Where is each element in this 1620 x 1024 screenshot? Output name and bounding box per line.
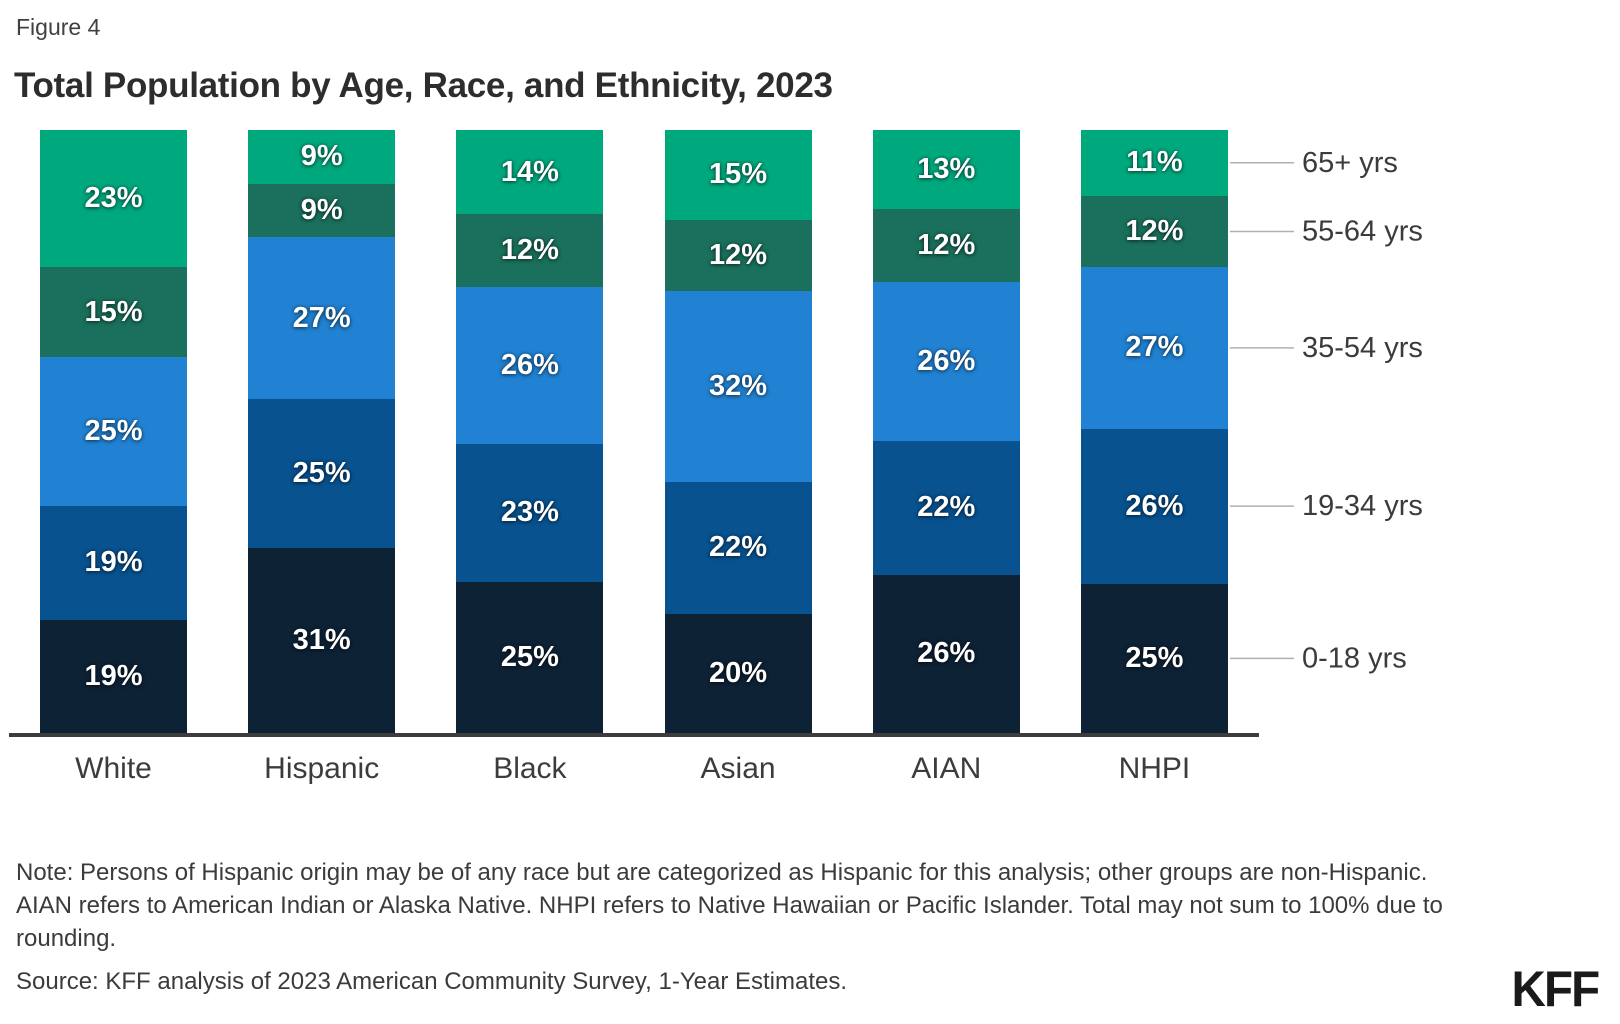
x-label-asian: Asian: [700, 752, 776, 785]
legend-label: 35-54 yrs: [1302, 332, 1423, 364]
segment-value-label: 26%: [500, 348, 559, 381]
x-axis-line: [9, 733, 1259, 737]
x-label-aian: AIAN: [911, 752, 982, 785]
source-text: Source: KFF analysis of 2023 American Co…: [16, 968, 848, 995]
segment-value-label: 25%: [500, 641, 559, 674]
bar-segment: 9%: [248, 130, 396, 184]
segment-value-label: 22%: [917, 491, 976, 524]
segment-value-label: 27%: [1125, 331, 1184, 364]
legend-label: 55-64 yrs: [1302, 216, 1423, 248]
bar-segment: 27%: [1080, 267, 1228, 429]
x-label-white: White: [75, 752, 152, 785]
legend-label: 19-34 yrs: [1302, 490, 1423, 522]
segment-value-label: 26%: [917, 344, 976, 377]
bar-segment: 32%: [664, 291, 812, 483]
x-label-nhpi: NHPI: [1118, 752, 1191, 785]
chart-title: Total Population by Age, Race, and Ethni…: [14, 66, 833, 105]
segment-value-label: 15%: [709, 158, 768, 191]
legend-label: 0-18 yrs: [1302, 642, 1407, 674]
bar-segment: 25%: [248, 398, 396, 548]
segment-value-label: 25%: [84, 415, 143, 447]
bar-aian: 26% 22% 26% 12% 13%: [872, 130, 1020, 733]
age-group-legend: 65+ yrs 55-64 yrs 35-54 yrs 19-34 yrs 0-18 y…: [1230, 147, 1423, 674]
bar-segment: 12%: [872, 209, 1020, 283]
segment-value-label: 11%: [1126, 146, 1183, 179]
segment-value-label: 23%: [84, 182, 143, 215]
figure-number: Figure 4: [16, 14, 101, 40]
stacked-bars: 19% 19% 25% 15% 23% 31% 25% 27% 9% 9% 25% 23% 26% 12%…: [40, 130, 1228, 733]
bar-segment: 25%: [1080, 583, 1228, 733]
segment-value-label: 12%: [500, 234, 559, 267]
bar-white: 19% 19% 25% 15% 23%: [40, 130, 187, 733]
segment-value-label: 12%: [709, 238, 768, 271]
x-label-hispanic: Hispanic: [264, 752, 380, 785]
segment-value-label: 9%: [300, 194, 343, 227]
bar-segment: 12%: [456, 214, 604, 287]
segment-value-label: 13%: [917, 153, 976, 186]
bar-segment: 25%: [40, 356, 187, 507]
segment-value-label: 19%: [84, 546, 143, 579]
x-axis-labels: White Hispanic Black Asian AIAN NHPI: [40, 752, 1228, 786]
note-text: Note: Persons of Hispanic origin may be …: [16, 859, 1443, 952]
segment-value-label: 31%: [292, 623, 351, 656]
bar-segment: 27%: [248, 237, 396, 399]
bar-segment: 14%: [456, 130, 604, 215]
bar-segment: 11%: [1080, 130, 1228, 196]
bar-nhpi: 25% 26% 27% 12% 11%: [1080, 130, 1228, 733]
segment-value-label: 27%: [292, 301, 351, 334]
bar-segment: 15%: [664, 130, 812, 220]
segment-value-label: 22%: [709, 531, 768, 564]
x-label-black: Black: [493, 752, 567, 785]
segment-value-label: 15%: [84, 295, 143, 328]
segment-value-label: 25%: [292, 456, 351, 489]
segment-value-label: 23%: [500, 496, 559, 529]
bar-hispanic: 31% 25% 27% 9% 9%: [248, 130, 396, 733]
segment-value-label: 19%: [84, 659, 143, 692]
bar-asian: 20% 22% 32% 12% 15%: [664, 130, 812, 733]
bar-segment: 15%: [40, 267, 187, 357]
bar-segment: 12%: [664, 219, 812, 292]
bar-segment: 25%: [456, 582, 604, 733]
bar-segment: 26%: [456, 286, 604, 444]
segment-value-label: 26%: [917, 637, 976, 670]
bar-segment: 9%: [248, 183, 396, 238]
segment-value-label: 25%: [1125, 641, 1184, 674]
bar-segment: 23%: [456, 443, 604, 583]
bar-segment: 20%: [664, 613, 812, 733]
segment-value-label: 12%: [1125, 214, 1184, 247]
segment-value-label: 14%: [500, 155, 559, 188]
bar-segment: 12%: [1080, 195, 1228, 268]
segment-value-label: 20%: [709, 656, 768, 689]
legend-label: 65+ yrs: [1302, 147, 1398, 179]
bar-black: 25% 23% 26% 12% 14%: [456, 130, 604, 733]
kff-logo: KFF: [1511, 961, 1600, 1017]
bar-segment: 26%: [872, 282, 1020, 441]
bar-segment: 23%: [40, 130, 187, 268]
bar-segment: 22%: [872, 440, 1020, 575]
bar-segment: 22%: [664, 482, 812, 614]
segment-value-label: 26%: [1125, 489, 1184, 522]
segment-value-label: 12%: [917, 229, 976, 262]
bar-segment: 13%: [872, 130, 1020, 210]
bar-segment: 26%: [872, 574, 1020, 733]
bar-segment: 19%: [40, 506, 187, 620]
bar-segment: 19%: [40, 619, 187, 733]
segment-value-label: 32%: [709, 370, 768, 403]
segment-value-label: 9%: [300, 140, 343, 173]
bar-segment: 31%: [248, 547, 396, 733]
bar-segment: 26%: [1080, 428, 1228, 584]
